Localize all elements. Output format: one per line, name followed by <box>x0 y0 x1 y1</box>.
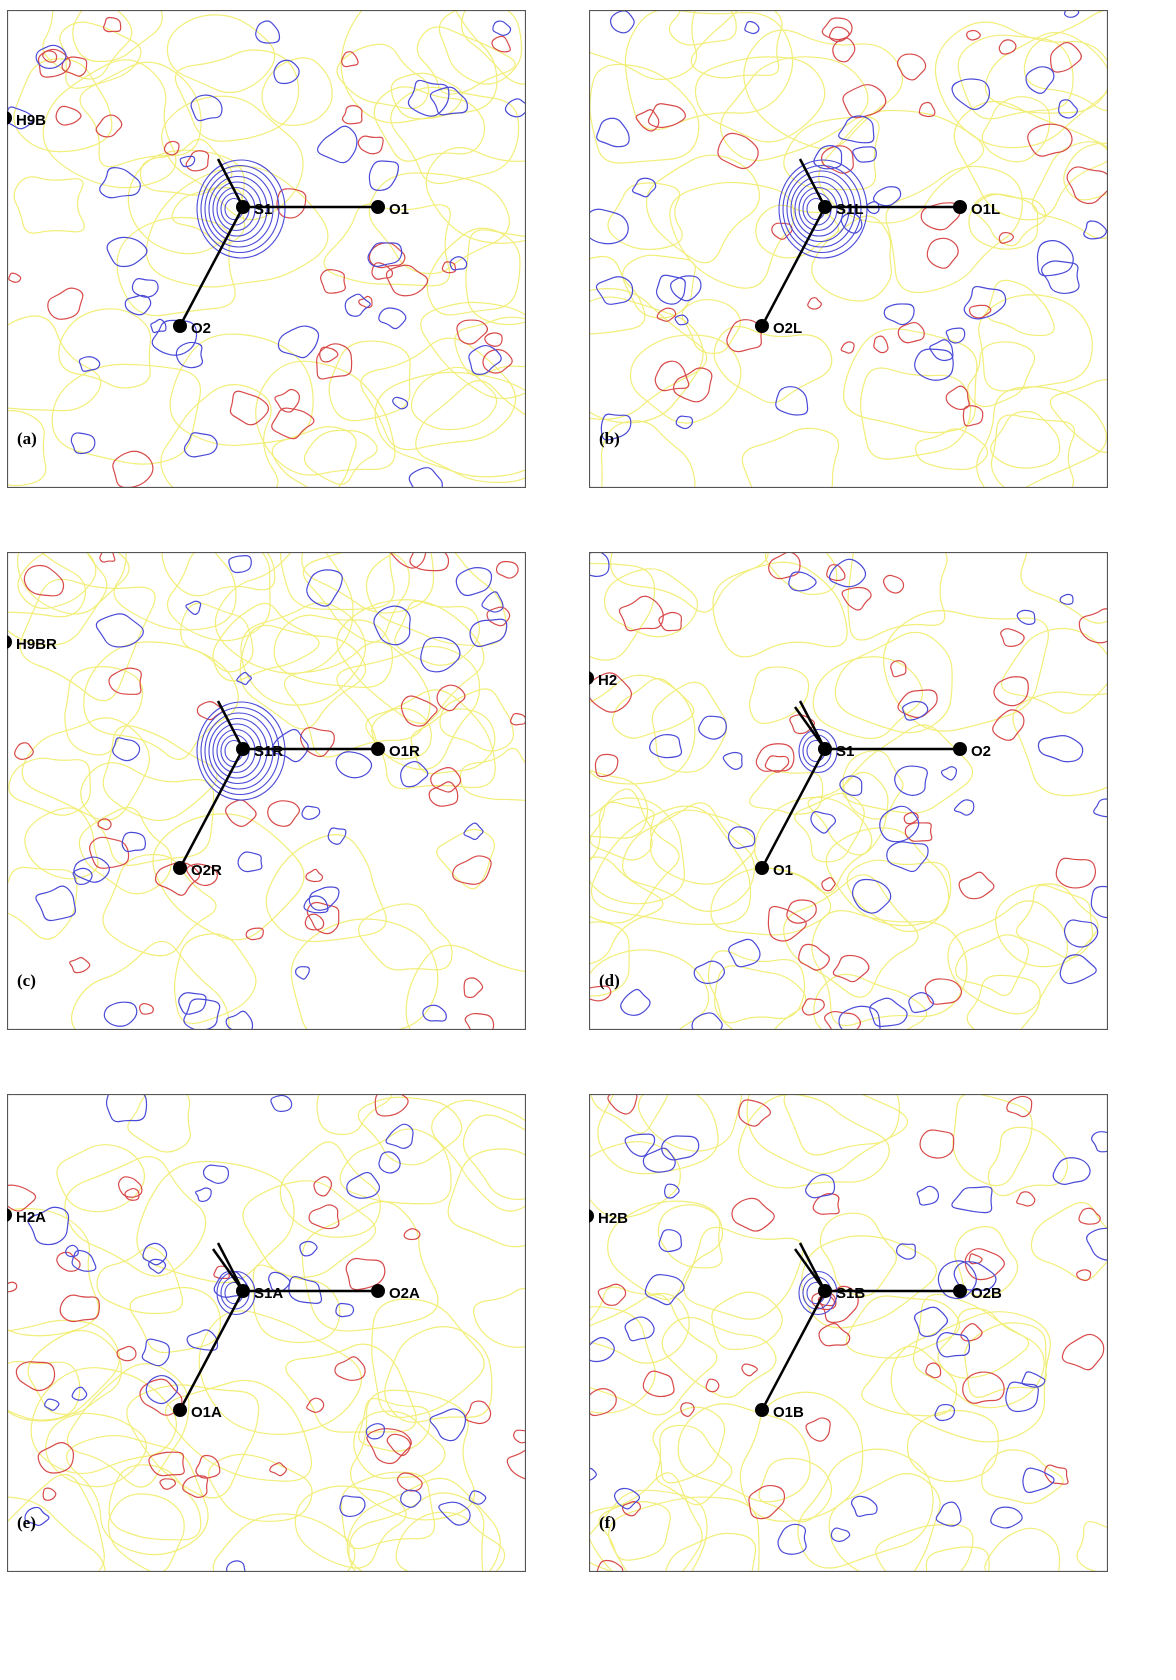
atom-label: O2 <box>971 743 991 760</box>
atom-label: O2R <box>191 862 222 879</box>
atom <box>236 1284 250 1298</box>
atom-label: O1 <box>773 862 793 879</box>
atom-label: O2 <box>191 320 211 337</box>
atom-label: S1L <box>836 201 864 218</box>
atom <box>755 1403 769 1417</box>
atom <box>173 319 187 333</box>
atom <box>580 671 594 685</box>
atom-label: H9B <box>16 112 46 129</box>
atom <box>236 200 250 214</box>
atom <box>580 1209 594 1223</box>
atom <box>818 742 832 756</box>
atom <box>953 1284 967 1298</box>
atom <box>818 200 832 214</box>
panel: S1R O1R O2R H9BR (c) <box>0 485 576 1079</box>
atom-label: H2B <box>598 1210 628 1227</box>
atom-label: O2A <box>389 1285 420 1302</box>
atom-label: H2 <box>598 672 617 689</box>
atom-label: H9BR <box>16 636 57 653</box>
panel: S1 O1 O2 H9B (a) <box>0 0 572 496</box>
atom <box>818 1284 832 1298</box>
panel: S1L O1L O2L (b) <box>551 0 1160 519</box>
panel-label: (a) <box>17 429 37 448</box>
atom <box>173 861 187 875</box>
atom <box>371 742 385 756</box>
atom <box>173 1403 187 1417</box>
atom <box>236 742 250 756</box>
atom-label: S1R <box>254 743 283 760</box>
panel-label: (f) <box>599 1513 616 1532</box>
atom <box>953 742 967 756</box>
atom-label: O1B <box>773 1404 804 1421</box>
atom <box>755 861 769 875</box>
atom-label: S1A <box>254 1285 283 1302</box>
atom <box>953 200 967 214</box>
atom-label: S1B <box>836 1285 865 1302</box>
atom-label: O1L <box>971 201 1000 218</box>
panel-label: (c) <box>17 971 36 990</box>
panel: S1B O2B O1B H2B (f) <box>544 1052 1138 1600</box>
panel-label: (b) <box>599 429 620 448</box>
atom-label: O1A <box>191 1404 222 1421</box>
atom <box>371 200 385 214</box>
atom-label: H2A <box>16 1209 46 1226</box>
atom <box>755 319 769 333</box>
figure: S1 O1 O2 H9B (a) S1L O1L O2L (b) S1R O1R O2R H9BR (c)… <box>0 0 1176 1680</box>
atom <box>371 1284 385 1298</box>
panel-label: (e) <box>17 1513 36 1532</box>
atom-label: S1 <box>254 201 272 218</box>
atom-label: O2L <box>773 320 802 337</box>
panel: S1 O2 O1 H2 (d) <box>531 497 1167 1058</box>
atom-label: S1 <box>836 743 854 760</box>
atom-label: O1R <box>389 743 420 760</box>
atom-label: O1 <box>389 201 409 218</box>
panel-label: (d) <box>599 971 620 990</box>
page: {"panels": [ {"label": "(a)", "atoms": {… <box>0 0 1176 1680</box>
atom-label: O2B <box>971 1285 1002 1302</box>
panel: S1A O2A O1A H2A (e) <box>0 1066 580 1621</box>
